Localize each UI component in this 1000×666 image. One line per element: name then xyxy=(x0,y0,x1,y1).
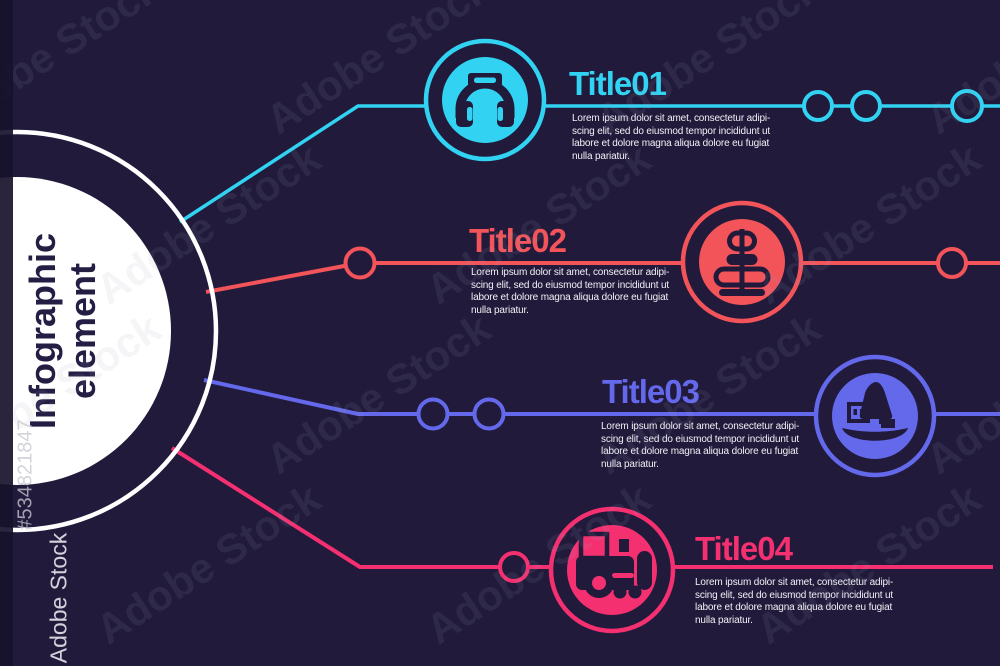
icon-badge-title01 xyxy=(423,38,547,162)
hub-circle xyxy=(0,129,219,533)
node-circle xyxy=(802,90,834,122)
hub-outer-ring xyxy=(0,129,219,533)
section-title-01: Title01 xyxy=(569,65,667,102)
hub-inner-disc xyxy=(0,177,171,485)
node-circle xyxy=(343,246,377,280)
node-circle xyxy=(498,551,530,583)
node-circle xyxy=(472,397,506,431)
toy-boat-icon xyxy=(842,382,908,441)
node-circle xyxy=(936,247,968,279)
section-title-04: Title04 xyxy=(695,530,793,567)
icon-badge-title03 xyxy=(813,354,937,478)
pyramid-toy-icon xyxy=(713,229,771,296)
node-circle xyxy=(850,90,882,122)
node-circle xyxy=(416,397,450,431)
icon-badge-title04 xyxy=(548,506,676,634)
hub-title: Infographic element xyxy=(22,233,103,429)
section-body-02: Lorem ipsum dolor sit amet, consectetur … xyxy=(471,267,670,316)
section-body-03: Lorem ipsum dolor sit amet, consectetur … xyxy=(601,421,800,470)
connector-title03 xyxy=(203,378,1000,431)
section-title-02: Title02 xyxy=(469,222,567,259)
connector-title04 xyxy=(170,446,993,583)
headphones-icon xyxy=(455,73,515,127)
hub-title-line2: element xyxy=(62,262,103,400)
connector-title01 xyxy=(179,89,1000,224)
toy-train-icon xyxy=(576,531,652,599)
section-title-03: Title03 xyxy=(602,373,700,410)
section-body-04: Lorem ipsum dolor sit amet, consectetur … xyxy=(695,577,894,626)
section-body-01: Lorem ipsum dolor sit amet, consectetur … xyxy=(572,113,771,162)
icon-badge-title02 xyxy=(680,200,804,324)
hub-title-line1: Infographic xyxy=(22,233,63,429)
node-circle xyxy=(950,89,984,123)
